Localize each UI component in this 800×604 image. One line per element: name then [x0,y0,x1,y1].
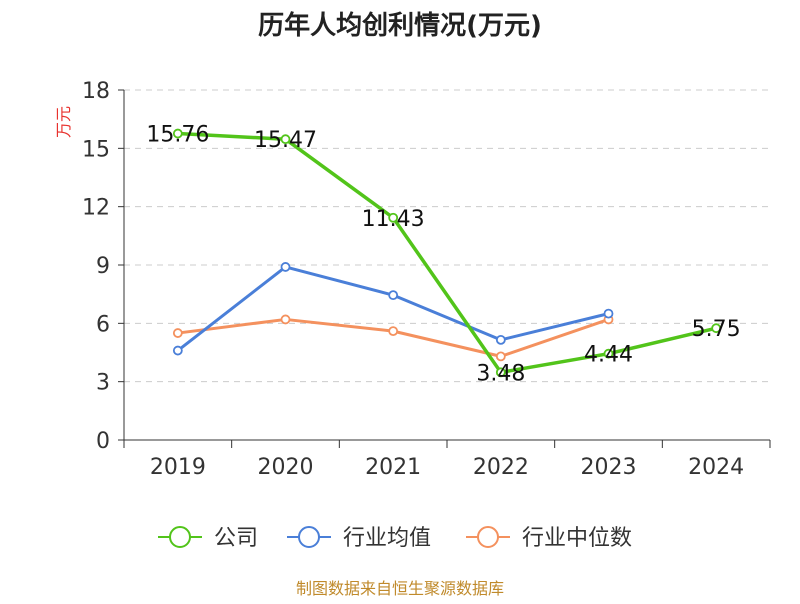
data-label: 15.47 [254,128,317,153]
data-point [280,314,291,325]
series-lines [172,128,722,378]
x-tick-label: 2020 [258,455,314,480]
data-point [711,323,722,334]
data-label: 3.48 [476,361,525,386]
y-tick-label: 9 [96,254,110,279]
data-point [495,351,506,362]
data-labels: 15.76 15.47 11.43 3.48 4.44 5.75 [146,123,740,387]
data-point [172,128,183,139]
axes: 0 3 6 9 12 15 18 2019 2020 2021 2022 2023 2024 [82,79,771,480]
legend-marker-circle [477,526,499,548]
series-line [176,317,610,358]
legend-marker-circle [298,526,320,548]
data-label: 5.75 [692,317,741,342]
data-point [172,328,183,338]
legend-label: 行业均值 [343,526,431,551]
data-point [603,308,614,319]
x-tick-label: 2023 [581,455,637,480]
x-tick-label: 2019 [150,455,206,480]
source-note: 制图数据来自恒生聚源数据库 [296,579,504,598]
chart-title: 历年人均创利情况(万元) [258,10,542,41]
x-tick-label: 2021 [365,455,421,480]
data-point [495,334,506,345]
y-tick-label: 12 [82,196,110,221]
data-point [495,367,506,378]
data-point [172,345,183,356]
grid-lines [124,89,770,383]
data-point [388,212,399,223]
data-label: 4.44 [584,343,633,368]
legend: 公司 行业均值 行业中位数 [158,526,632,551]
data-point [280,262,291,272]
data-point [280,134,291,145]
legend-marker-circle [169,526,191,548]
x-tick-label: 2024 [688,455,744,480]
y-tick-label: 18 [82,79,110,104]
series-line [176,265,610,353]
data-label: 15.76 [146,123,209,148]
data-label: 11.43 [362,207,425,232]
series-line [176,131,718,375]
y-tick-label: 6 [96,312,110,337]
y-axis-label: 万元 [54,106,73,138]
data-point [388,290,399,301]
x-tick-label: 2022 [473,455,529,480]
data-point [388,326,399,337]
data-point [603,348,614,359]
y-tick-label: 15 [82,137,110,162]
y-tick-label: 3 [96,371,110,396]
legend-label: 行业中位数 [522,526,632,551]
legend-label: 公司 [214,526,258,551]
y-tick-label: 0 [96,429,110,454]
